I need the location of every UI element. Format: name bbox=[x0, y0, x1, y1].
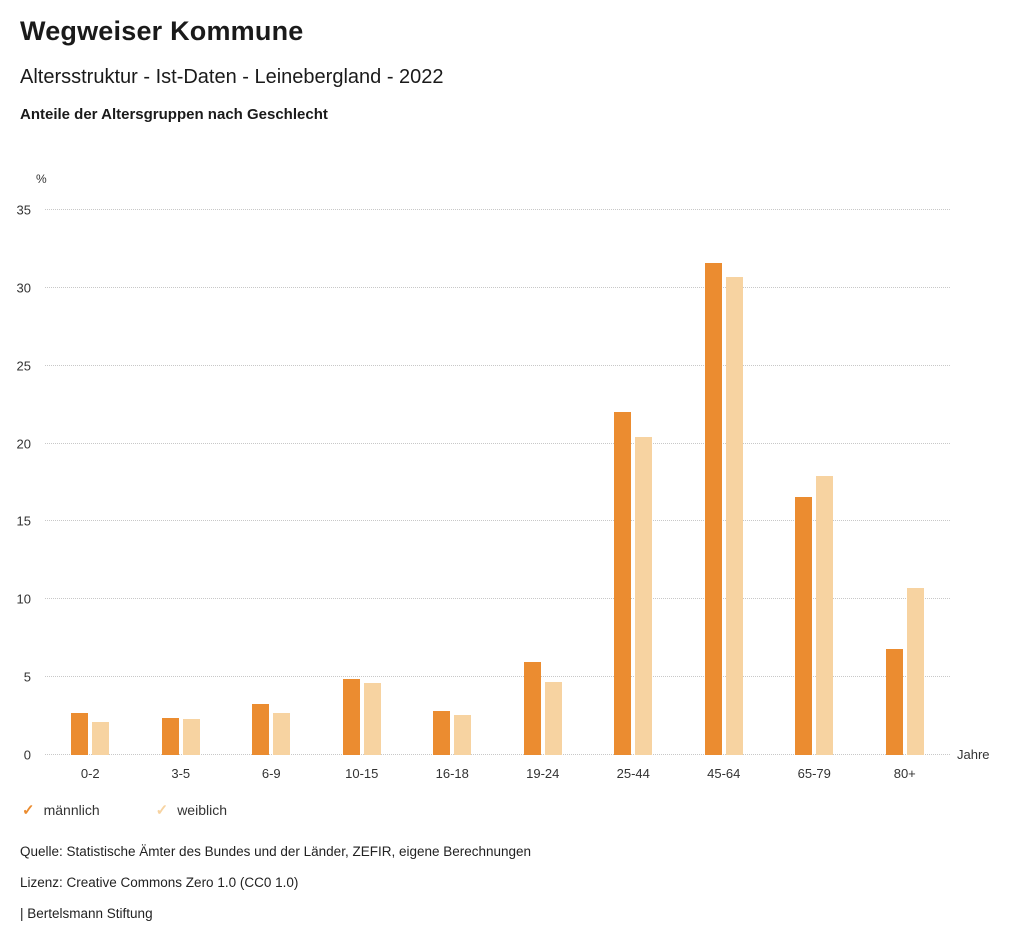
bar-männlich-16-18[interactable] bbox=[433, 711, 451, 755]
bar-weiblich-80+[interactable] bbox=[906, 588, 924, 755]
x-tick-label-0-2: 0-2 bbox=[80, 766, 100, 781]
bar-weiblich-19-24[interactable] bbox=[544, 681, 562, 755]
x-tick-label-16-18: 16-18 bbox=[435, 766, 469, 781]
bar-männlich-19-24[interactable] bbox=[523, 661, 541, 755]
legend-label: männlich bbox=[43, 802, 100, 818]
plot-area bbox=[45, 209, 951, 755]
x-tick-label-65-79: 65-79 bbox=[797, 766, 831, 781]
x-axis-ticks: 0-2 3-5 6-9 10-15 16-18 19-24 25-44 45-64 65-79 8… bbox=[45, 766, 950, 781]
x-tick-label-6-9: 6-9 bbox=[261, 766, 281, 781]
x-tick-label-45-64: 45-64 bbox=[707, 766, 741, 781]
y-tick-label-10: 10 bbox=[16, 591, 31, 607]
x-tick-label-10-15: 10-15 bbox=[345, 766, 379, 781]
y-axis-unit-label: % bbox=[36, 172, 47, 186]
source-text: Quelle: Statistische Ämter des Bundes un… bbox=[20, 844, 532, 859]
bar-group-10-15 bbox=[317, 210, 408, 755]
y-tick-label-20: 20 bbox=[16, 436, 31, 452]
bar-weiblich-16-18[interactable] bbox=[454, 714, 472, 755]
legend: ✓ männlich ✓ weiblich bbox=[22, 802, 227, 818]
x-tick-label-3-5: 3-5 bbox=[171, 766, 191, 781]
bar-männlich-25-44[interactable] bbox=[614, 412, 632, 755]
x-tick-label-80+: 80+ bbox=[893, 766, 916, 781]
bar-group-3-5 bbox=[136, 210, 227, 755]
y-tick-label-35: 35 bbox=[16, 202, 31, 218]
bar-weiblich-65-79[interactable] bbox=[816, 476, 834, 755]
bar-männlich-65-79[interactable] bbox=[795, 496, 813, 755]
y-tick-label-5: 5 bbox=[23, 669, 31, 685]
license-text: Lizenz: Creative Commons Zero 1.0 (CC0 1… bbox=[20, 875, 299, 890]
attribution-text: | Bertelsmann Stiftung bbox=[20, 906, 153, 921]
y-tick-label-15: 15 bbox=[16, 513, 31, 529]
bar-group-65-79 bbox=[769, 210, 860, 755]
bar-weiblich-3-5[interactable] bbox=[182, 719, 200, 755]
checkmark-icon: ✓ bbox=[155, 801, 169, 819]
bar-weiblich-6-9[interactable] bbox=[273, 712, 291, 755]
gridline-30 bbox=[45, 286, 950, 288]
bar-weiblich-0-2[interactable] bbox=[92, 722, 110, 755]
bar-group-25-44 bbox=[588, 210, 679, 755]
bar-weiblich-25-44[interactable] bbox=[635, 437, 653, 755]
bar-männlich-0-2[interactable] bbox=[71, 712, 89, 755]
gridline-10 bbox=[45, 598, 950, 600]
y-axis-ticks: 0 5 10 15 20 25 30 35 bbox=[0, 204, 37, 762]
x-tick-label-25-44: 25-44 bbox=[616, 766, 650, 781]
bar-group-6-9 bbox=[226, 210, 317, 755]
bar-group-0-2 bbox=[45, 210, 136, 755]
checkmark-icon: ✓ bbox=[22, 801, 35, 819]
legend-item-weiblich[interactable]: ✓ weiblich bbox=[156, 802, 227, 818]
bar-weiblich-10-15[interactable] bbox=[363, 683, 381, 755]
bar-group-16-18 bbox=[407, 210, 498, 755]
chart-heading: Anteile der Altersgruppen nach Geschlech… bbox=[20, 106, 328, 123]
gridline-5 bbox=[45, 676, 950, 678]
x-axis-label: Jahre bbox=[957, 747, 990, 762]
legend-label: weiblich bbox=[177, 802, 227, 818]
gridline-25 bbox=[45, 364, 950, 366]
bar-weiblich-45-64[interactable] bbox=[725, 276, 743, 755]
bar-männlich-6-9[interactable] bbox=[252, 703, 270, 755]
bar-group-45-64 bbox=[679, 210, 770, 755]
bar-group-19-24 bbox=[498, 210, 589, 755]
y-tick-label-0: 0 bbox=[23, 747, 31, 763]
gridline-0 bbox=[45, 754, 950, 755]
bar-männlich-80+[interactable] bbox=[885, 649, 903, 755]
bar-group-80+ bbox=[860, 210, 951, 755]
gridline-20 bbox=[45, 442, 950, 444]
page-title: Wegweiser Kommune bbox=[20, 16, 304, 46]
bar-männlich-10-15[interactable] bbox=[342, 678, 360, 755]
y-tick-label-25: 25 bbox=[16, 358, 31, 374]
chart-subtitle: Altersstruktur - Ist-Daten - Leinebergla… bbox=[20, 66, 444, 88]
gridline-15 bbox=[45, 520, 950, 522]
legend-item-männlich[interactable]: ✓ männlich bbox=[22, 802, 100, 818]
bar-männlich-3-5[interactable] bbox=[161, 717, 179, 755]
y-tick-label-30: 30 bbox=[16, 280, 31, 296]
x-tick-label-19-24: 19-24 bbox=[526, 766, 560, 781]
gridline-35 bbox=[45, 209, 950, 210]
bar-männlich-45-64[interactable] bbox=[704, 262, 722, 755]
